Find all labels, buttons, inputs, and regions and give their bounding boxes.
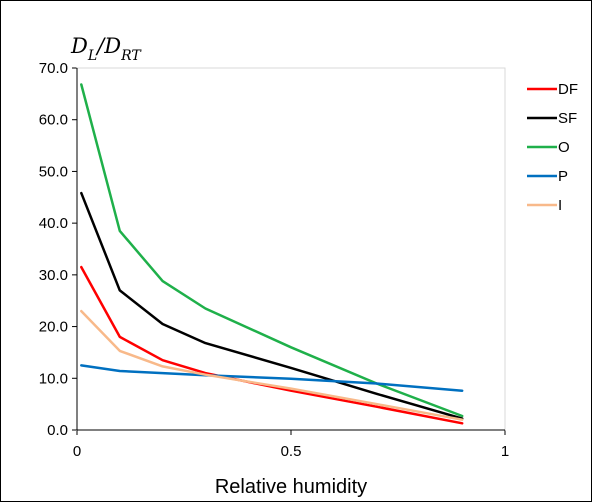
x-tick-label: 1 xyxy=(501,443,509,460)
x-tick-label: 0 xyxy=(73,443,81,460)
series-line-i xyxy=(80,309,464,421)
legend-label: I xyxy=(558,197,562,214)
series-line-df xyxy=(80,265,464,425)
legend-label: O xyxy=(558,139,570,156)
y-tick-label: 10.0 xyxy=(39,370,68,387)
x-tick-label: 0.5 xyxy=(281,443,302,460)
plot-area xyxy=(76,67,506,431)
y-tick-label: 30.0 xyxy=(39,267,68,284)
x-axis-title: Relative humidity xyxy=(215,476,367,498)
legend-label: P xyxy=(558,168,568,185)
y-tick-label: 0.0 xyxy=(47,422,68,439)
legend-label: DF xyxy=(558,81,578,98)
y-tick-label: 60.0 xyxy=(39,112,68,129)
y-axis-title: DL/DRT xyxy=(70,34,142,64)
x-axis-ticks: 0 0.5 1 xyxy=(73,430,509,460)
y-tick-label: 70.0 xyxy=(39,60,68,77)
y-tick-label: 40.0 xyxy=(39,215,68,232)
series-line-o xyxy=(80,83,464,418)
y-tick-label: 20.0 xyxy=(39,319,68,336)
legend-label: SF xyxy=(558,110,577,127)
y-tick-label: 50.0 xyxy=(39,163,68,180)
legend: DF SF OPI xyxy=(527,81,578,214)
series-line-sf xyxy=(80,191,464,420)
y-axis-ticks: 0.0 10.0 20.0 30.0 40.0 50.0 60.0 70.0 xyxy=(39,60,77,439)
series-lines xyxy=(80,83,464,425)
